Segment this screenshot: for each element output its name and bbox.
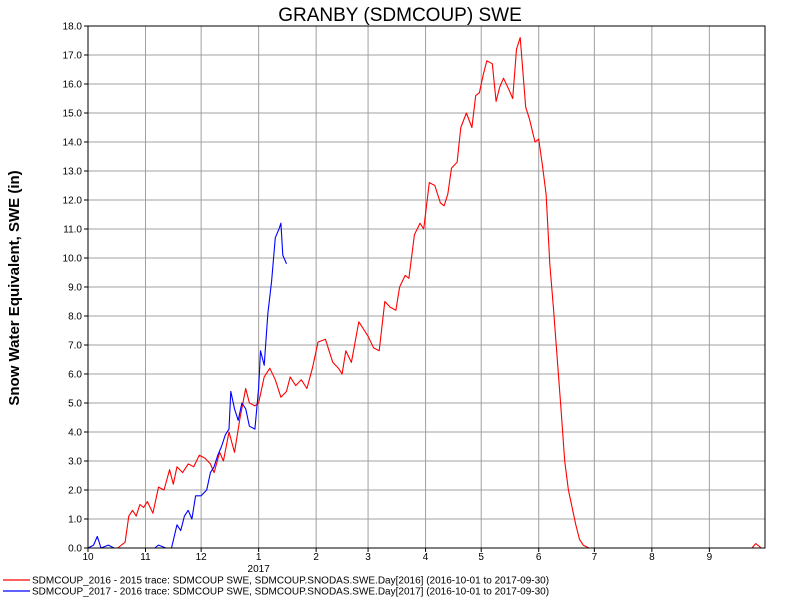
x-tick-label: 6 — [536, 552, 542, 563]
y-tick-label: 1.0 — [68, 515, 82, 526]
plot-area — [87, 37, 762, 549]
x-tick-label: 9 — [707, 552, 713, 563]
y-tick-label: 9.0 — [68, 283, 82, 294]
x-tick-label: 3 — [365, 552, 371, 563]
x-tick-label: 8 — [649, 552, 655, 563]
x-tick-label: 10 — [82, 552, 94, 563]
x-tick-label: 1 — [256, 552, 262, 563]
y-tick-label: 5.0 — [68, 399, 82, 410]
y-tick-label: 0.0 — [68, 544, 82, 555]
y-tick-label: 8.0 — [68, 312, 82, 323]
x-tick-label: 2 — [313, 552, 319, 563]
x-axis-ticks: 10 11 12 1 2 3 4 5 6 7 8 9 — [82, 548, 713, 563]
y-tick-label: 12.0 — [63, 196, 83, 207]
x-tick-label: 12 — [196, 552, 208, 563]
legend-label-1: SDMCOUP_2016 - 2015 trace: SDMCOUP SWE, … — [32, 576, 549, 587]
x-tick-label: 5 — [478, 552, 484, 563]
y-tick-label: 14.0 — [63, 138, 83, 149]
y-tick-label: 7.0 — [68, 341, 82, 352]
series-line-2 — [87, 222, 288, 549]
legend: SDMCOUP_2016 - 2015 trace: SDMCOUP SWE, … — [3, 576, 549, 598]
y-tick-label: 15.0 — [63, 109, 83, 120]
x-tick-label: 11 — [140, 552, 151, 563]
y-tick-label: 18.0 — [63, 22, 83, 33]
y-tick-label: 4.0 — [68, 428, 82, 439]
year-label: 2017 — [248, 564, 271, 575]
chart-title: GRANBY (SDMCOUP) SWE — [278, 5, 522, 26]
y-tick-label: 11.0 — [63, 225, 82, 236]
y-axis-label: Snow Water Equivalent, SWE (in) — [6, 170, 23, 405]
y-tick-label: 17.0 — [63, 51, 83, 62]
series-line-1 — [88, 37, 762, 549]
y-tick-label: 10.0 — [63, 254, 83, 265]
x-tick-label: 4 — [423, 552, 429, 563]
legend-label-2: SDMCOUP_2017 - 2016 trace: SDMCOUP SWE, … — [32, 587, 549, 598]
y-tick-label: 6.0 — [68, 370, 82, 381]
x-tick-label: 7 — [592, 552, 598, 563]
y-tick-label: 13.0 — [63, 167, 83, 178]
grid-lines — [88, 26, 765, 548]
y-tick-label: 2.0 — [68, 486, 82, 497]
y-tick-label: 16.0 — [63, 80, 83, 91]
y-tick-label: 3.0 — [68, 457, 82, 468]
y-axis-ticks: 0.0 1.0 2.0 3.0 4.0 5.0 6.0 7.0 8.0 9.0 10.0 11.0 12… — [63, 22, 88, 555]
